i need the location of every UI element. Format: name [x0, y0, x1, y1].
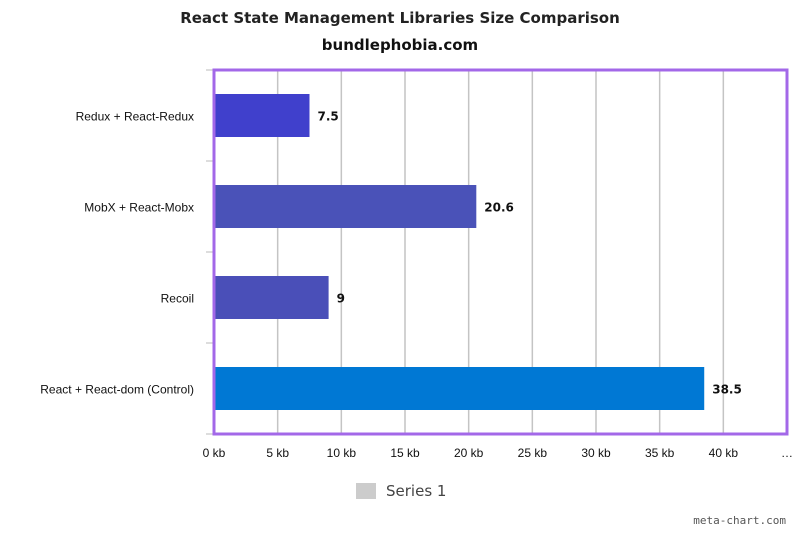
x-tick-label: 30 kb: [581, 446, 611, 460]
chart-subtitle: bundlephobia.com: [321, 36, 479, 54]
data-label: 7.5: [318, 110, 339, 124]
watermark: meta-chart.com: [693, 514, 786, 527]
legend-label: Series 1: [386, 482, 447, 500]
data-label: 38.5: [712, 383, 742, 397]
category-label: Recoil: [161, 292, 194, 306]
data-label: 9: [337, 292, 345, 306]
bar: [214, 276, 329, 319]
x-tick-label: 5 kb: [266, 446, 289, 460]
bar: [214, 94, 310, 137]
chart-title: React State Management Libraries Size Co…: [180, 9, 620, 27]
x-tick-label: 35 kb: [645, 446, 675, 460]
legend: Series 1: [356, 482, 446, 500]
legend-swatch: [356, 483, 376, 499]
bar: [214, 367, 705, 410]
x-tick-label: 25 kb: [518, 446, 548, 460]
bar: [214, 185, 477, 228]
category-label: MobX + React-Mobx: [84, 201, 194, 215]
x-tick-label: 15 kb: [390, 446, 420, 460]
category-label: Redux + React-Redux: [76, 110, 194, 124]
plot-frame: [212, 68, 789, 436]
x-tick-label: …: [781, 446, 793, 460]
data-label: 20.6: [484, 201, 514, 215]
x-tick-label: 20 kb: [454, 446, 484, 460]
x-tick-label: 0 kb: [203, 446, 226, 460]
category-label: React + React-dom (Control): [40, 383, 194, 397]
x-tick-label: 10 kb: [327, 446, 357, 460]
x-tick-label: 40 kb: [709, 446, 739, 460]
